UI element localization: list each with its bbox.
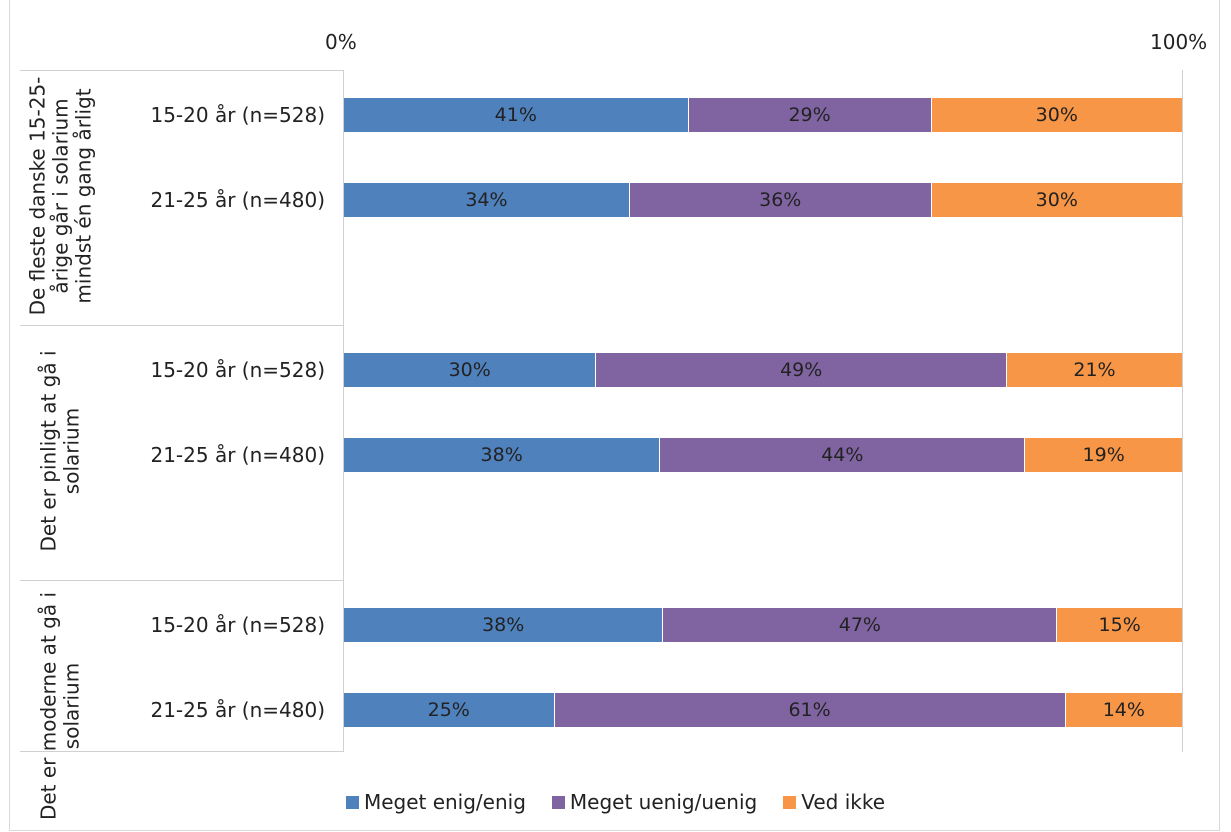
row-label: 21-25 år (n=480) <box>150 698 325 722</box>
legend-item: Meget enig/enig <box>345 790 526 814</box>
legend-label: Meget enig/enig <box>363 790 526 814</box>
row-label: 21-25 år (n=480) <box>150 188 325 212</box>
data-label: 25% <box>427 699 470 721</box>
bar-segment-ved-ikke: 15% <box>1056 608 1182 642</box>
bar-segment-meget-uenig-uenig: 47% <box>662 608 1057 642</box>
bar-segment-ved-ikke: 21% <box>1006 353 1182 387</box>
bar-segment-meget-uenig-uenig: 49% <box>595 353 1006 387</box>
legend-item: Meget uenig/uenig <box>551 790 758 814</box>
legend-item: Ved ikke <box>783 790 885 814</box>
data-label: 34% <box>465 189 508 211</box>
data-label: 30% <box>1035 104 1078 126</box>
data-label: 49% <box>780 359 823 381</box>
group-separator <box>20 751 344 752</box>
bar-segment-meget-enig-enig: 34% <box>344 183 629 217</box>
bar-segment-meget-uenig-uenig: 44% <box>659 438 1025 472</box>
bar-segment-meget-uenig-uenig: 29% <box>687 98 931 132</box>
chart-frame <box>9 0 1220 831</box>
row-label: 15-20 år (n=528) <box>150 613 325 637</box>
bar-segment-ved-ikke: 19% <box>1024 438 1182 472</box>
row-label: 15-20 år (n=528) <box>150 358 325 382</box>
data-label: 21% <box>1073 359 1116 381</box>
group-label: Det er pinligt at gå i solarium <box>36 349 83 552</box>
legend-swatch <box>551 795 565 809</box>
group-label: De fleste danske 15-25-årige går i solar… <box>24 76 95 315</box>
data-label: 61% <box>788 699 831 721</box>
data-label: 41% <box>494 104 537 126</box>
bar-segment-ved-ikke: 30% <box>930 183 1182 217</box>
data-label: 15% <box>1098 614 1141 636</box>
data-label: 14% <box>1102 699 1145 721</box>
bar-segment-meget-uenig-uenig: 61% <box>553 693 1065 727</box>
bar-segment-meget-enig-enig: 38% <box>344 438 660 472</box>
row-label: 15-20 år (n=528) <box>150 103 325 127</box>
data-label: 19% <box>1082 444 1125 466</box>
bar-segment-meget-enig-enig: 25% <box>344 693 554 727</box>
data-label: 30% <box>448 359 491 381</box>
bar-segment-ved-ikke: 14% <box>1064 693 1182 727</box>
data-label: 44% <box>821 444 864 466</box>
bar-segment-meget-enig-enig: 38% <box>344 608 663 642</box>
axis-tick-max: 100% <box>1150 30 1208 54</box>
legend: Meget enig/enig Meget uenig/uenig Ved ikke <box>0 790 1231 814</box>
data-label: 29% <box>788 104 831 126</box>
row-label: 21-25 år (n=480) <box>150 443 325 467</box>
data-label: 38% <box>480 444 523 466</box>
group-separator <box>20 325 344 326</box>
legend-label: Meget uenig/uenig <box>569 790 758 814</box>
data-label: 38% <box>482 614 525 636</box>
bar-segment-meget-enig-enig: 30% <box>344 353 596 387</box>
data-label: 36% <box>759 189 802 211</box>
legend-swatch <box>783 795 797 809</box>
plot-area: 41% 29% 30% 34% 36% 30% 30% 49% 21% 38% 44% 19% 38% 4… <box>343 70 1183 752</box>
bar-segment-meget-enig-enig: 41% <box>344 98 688 132</box>
axis-tick-min: 0% <box>325 30 357 54</box>
group-separator <box>20 580 344 581</box>
data-label: 47% <box>838 614 881 636</box>
bar-segment-ved-ikke: 30% <box>930 98 1182 132</box>
legend-swatch <box>345 795 359 809</box>
legend-label: Ved ikke <box>801 790 886 814</box>
bar-segment-meget-uenig-uenig: 36% <box>628 183 931 217</box>
group-separator <box>20 70 344 71</box>
data-label: 30% <box>1035 189 1078 211</box>
